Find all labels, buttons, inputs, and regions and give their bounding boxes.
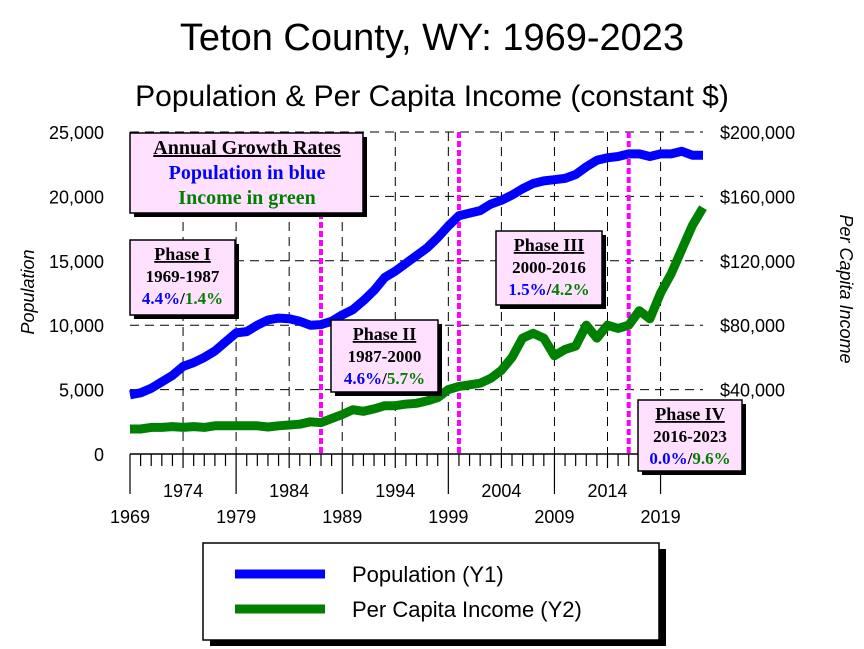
phase1-title: Phase I [154, 244, 211, 264]
x-tick-label: 2009 [534, 507, 574, 527]
phase4-inc-rate: 9.6% [692, 449, 730, 468]
y-tick-label: 5,000 [59, 381, 104, 401]
phase4-rates: 0.0%/9.6% [649, 449, 730, 468]
growth-rates-line: Income in green [178, 187, 315, 209]
phase1-rates: 4.4%/1.4% [142, 289, 223, 308]
x-tick-label: 1969 [110, 507, 150, 527]
x-tick-label: 2014 [587, 481, 627, 501]
phase3-inc-rate: 4.2% [551, 280, 589, 299]
y-tick-label: 20,000 [49, 187, 104, 207]
x-tick-label: 2019 [641, 507, 681, 527]
phase3-pop-rate: 1.5% [508, 280, 546, 299]
y2-tick-label: $160,000 [720, 187, 795, 207]
phase3-rates: 1.5%/4.2% [508, 280, 589, 299]
y-axis-label: Population [18, 249, 38, 334]
phase1-rate-sep: / [179, 289, 185, 308]
y-tick-label: 10,000 [49, 316, 104, 336]
x-tick-label: 1974 [163, 481, 203, 501]
legend: Population (Y1) Per Capita Income (Y2) [202, 542, 666, 646]
y-tick-label: 0 [94, 445, 104, 465]
growth-rates-box [129, 132, 364, 214]
x-tick-label: 1984 [269, 481, 309, 501]
phase1-box [129, 239, 236, 316]
phase2-years: 1987-2000 [348, 347, 422, 366]
phase1-inc-rate: 1.4% [185, 289, 223, 308]
phase3-box [495, 230, 603, 306]
x-tick-label: 1994 [375, 481, 415, 501]
series-lines [129, 146, 707, 434]
phase2-title: Phase II [353, 324, 417, 344]
phase1-pop-rate: 4.4% [142, 289, 180, 308]
phase2-box [330, 319, 439, 393]
phase4-rate-sep: / [687, 449, 693, 468]
population-line [129, 146, 703, 400]
phase4-pop-rate: 0.0% [649, 449, 687, 468]
y2-axis-label: Per Capita Income [836, 214, 856, 363]
x-tick-label: 2004 [481, 481, 521, 501]
y-tick-label: 15,000 [49, 252, 104, 272]
phase2-pop-rate: 4.6% [344, 369, 382, 388]
phase3-years: 2000-2016 [512, 258, 586, 277]
x-tick-label: 1999 [428, 507, 468, 527]
y-tick-label: 25,000 [49, 123, 104, 143]
phase2-inc-rate: 5.7% [387, 369, 425, 388]
phase3-rate-sep: / [546, 280, 552, 299]
income-line [130, 205, 707, 434]
phase4-years: 2016-2023 [653, 427, 727, 446]
chart-subtitle: Population & Per Capita Income (constant… [135, 80, 729, 113]
phase2-rates: 4.6%/5.7% [344, 369, 425, 388]
y2-tick-label: $200,000 [720, 123, 795, 143]
legend-label-income: Per Capita Income (Y2) [352, 597, 582, 622]
chart-title: Teton County, WY: 1969-2023 [180, 17, 684, 59]
x-tick-label: 1979 [216, 507, 256, 527]
growth-rates-line: Population in blue [169, 162, 326, 184]
phase1-years: 1969-1987 [146, 267, 220, 286]
phase4-box [637, 399, 743, 472]
x-tick-label: 1989 [322, 507, 362, 527]
y2-tick-label: $120,000 [720, 252, 795, 272]
legend-label-population: Population (Y1) [352, 562, 504, 587]
phase4-title: Phase IV [655, 404, 725, 424]
y2-tick-label: $40,000 [720, 381, 785, 401]
phase3-title: Phase III [514, 235, 585, 255]
phase2-rate-sep: / [381, 369, 387, 388]
y2-tick-label: $80,000 [720, 316, 785, 336]
axes: 1969 1979 1989 1999 2009 2019 1974 1984 1994 2004… [49, 123, 795, 527]
growth-rates-line: Annual Growth Rates [153, 137, 341, 159]
legend-box [202, 542, 660, 641]
annotations: Annual Growth Rates Population in blue Inc… [129, 132, 746, 475]
